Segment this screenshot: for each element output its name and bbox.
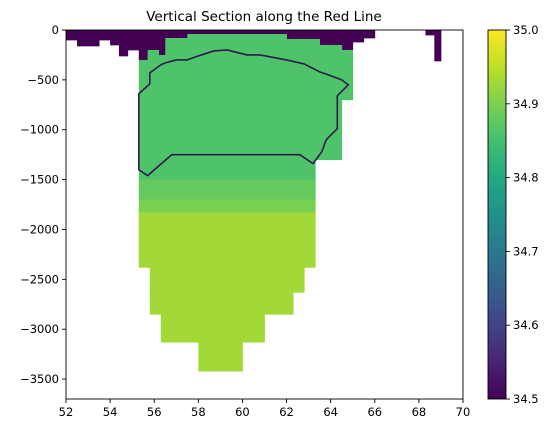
colorbar-frame bbox=[487, 29, 507, 400]
y-tick-label: −3500 bbox=[20, 372, 59, 386]
x-tick-label: 60 bbox=[235, 405, 250, 419]
colorbar-tick-label: 34.5 bbox=[513, 392, 539, 406]
heatmap-cell bbox=[341, 30, 354, 51]
heatmap-cell bbox=[160, 314, 265, 343]
colorbar-tick-label: 35.0 bbox=[513, 23, 539, 37]
heatmap-cell bbox=[158, 54, 166, 61]
colorbar-gradient bbox=[488, 30, 506, 399]
plot-area: 52 54 56 58 60 62 64 66 68 70 0 −500 −1000 −1500 −200… bbox=[20, 23, 470, 419]
heatmap-cell bbox=[110, 30, 120, 46]
x-tick-label: 58 bbox=[191, 405, 206, 419]
heatmap-cell bbox=[99, 30, 111, 41]
heatmap-cell bbox=[77, 30, 100, 47]
colorbar: 34.5 34.6 34.7 34.8 34.9 35.0 bbox=[487, 23, 539, 406]
y-tick-label: −3000 bbox=[20, 322, 59, 336]
heatmap-cell bbox=[363, 30, 376, 39]
y-tick-label: −1500 bbox=[20, 173, 59, 187]
heatmap-cell bbox=[138, 212, 316, 268]
heatmap-cell bbox=[149, 267, 305, 293]
y-tick-label: −500 bbox=[27, 73, 59, 87]
y-tick-label: −2500 bbox=[20, 272, 59, 286]
heatmap-cell bbox=[158, 30, 166, 56]
colorbar-ticks: 34.5 34.6 34.7 34.8 34.9 35.0 bbox=[506, 23, 539, 406]
heatmap-cell bbox=[352, 30, 365, 43]
heatmap-cell bbox=[149, 292, 294, 315]
heatmap-cell bbox=[425, 30, 435, 36]
heatmap-cell bbox=[127, 30, 140, 51]
y-axis: 0 −500 −1000 −1500 −2000 −2500 −3000 −3500 bbox=[20, 23, 66, 386]
heatmap-cell bbox=[118, 30, 129, 57]
heatmap-cell bbox=[138, 59, 354, 101]
colorbar-tick-label: 34.7 bbox=[513, 244, 539, 258]
x-tick-label: 68 bbox=[412, 405, 427, 419]
colorbar-tick-label: 34.9 bbox=[513, 97, 539, 111]
y-tick-label: 0 bbox=[52, 23, 59, 37]
heatmap-cell bbox=[434, 30, 442, 62]
colorbar-tick-label: 34.8 bbox=[513, 171, 539, 185]
heatmap-cell bbox=[198, 342, 243, 372]
heatmap-cell bbox=[138, 99, 343, 161]
chart-title: Vertical Section along the Red Line bbox=[146, 9, 382, 25]
heatmap-cell bbox=[138, 30, 148, 61]
heatmap-cell bbox=[319, 30, 343, 46]
x-tick-label: 64 bbox=[323, 405, 338, 419]
heatmap-cell bbox=[165, 30, 188, 39]
heatmap-cells bbox=[66, 30, 442, 372]
x-tick-label: 62 bbox=[279, 405, 294, 419]
x-tick-label: 66 bbox=[367, 405, 382, 419]
heatmap-cell bbox=[286, 30, 321, 40]
heatmap-cell bbox=[138, 179, 316, 200]
heatmap-cell bbox=[138, 199, 316, 213]
x-tick-label: 54 bbox=[103, 405, 118, 419]
heatmap-cell bbox=[187, 33, 287, 61]
heatmap-cell bbox=[286, 38, 321, 61]
heatmap-cell bbox=[66, 30, 78, 41]
contour-line bbox=[137, 49, 350, 177]
heatmap-cell bbox=[165, 37, 188, 61]
y-tick-label: −2000 bbox=[20, 222, 59, 236]
x-tick-label: 52 bbox=[59, 405, 74, 419]
heatmap-cell bbox=[187, 30, 287, 35]
x-tick-label: 70 bbox=[456, 405, 471, 419]
heatmap-cell bbox=[319, 44, 343, 61]
heatmap-cell bbox=[341, 49, 354, 61]
y-tick-label: −1000 bbox=[20, 123, 59, 137]
heatmap-cell bbox=[138, 159, 316, 180]
plot-frame bbox=[65, 29, 464, 400]
heatmap-cell bbox=[147, 30, 160, 51]
heatmap-cell bbox=[147, 49, 160, 61]
colorbar-tick-label: 34.6 bbox=[513, 318, 539, 332]
x-tick-label: 56 bbox=[147, 405, 162, 419]
x-axis: 52 54 56 58 60 62 64 66 68 70 bbox=[59, 399, 471, 419]
